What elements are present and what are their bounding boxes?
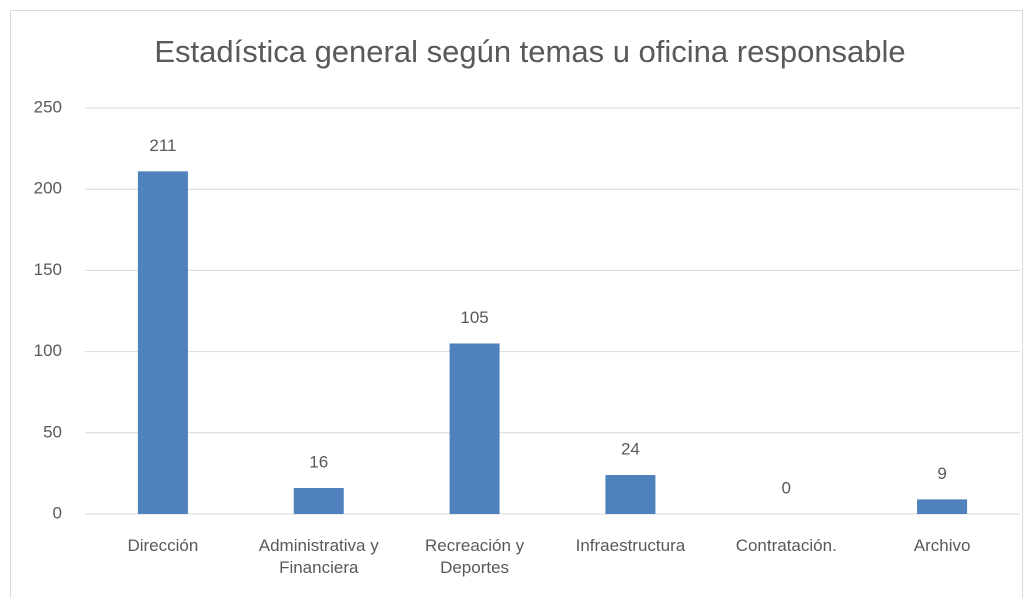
x-tick-label: Administrativa y Financiera [258,536,379,577]
y-tick-label: 250 [34,97,62,116]
y-tick-label: 200 [34,179,62,198]
bar [137,171,188,514]
chart-title: Estadística general según temas u oficin… [154,34,905,69]
x-tick-label: Archivo [913,536,971,555]
data-label: 0 [782,478,791,497]
x-tick-label: Infraestructura [575,536,686,555]
bar [449,343,500,514]
y-tick-label: 50 [43,422,62,441]
y-tick-label: 0 [53,503,62,522]
y-tick-label: 150 [34,260,62,279]
data-label: 16 [309,453,328,472]
bar [293,488,344,514]
data-label: 105 [460,308,488,327]
x-tick-label: Recreación y Deportes [424,536,525,577]
data-label: 211 [149,136,176,155]
data-label: 24 [621,440,640,459]
bar [605,475,656,514]
x-tick-label: Dirección [127,536,199,555]
x-tick-label: Contratación. [735,536,837,555]
bar [917,499,968,514]
data-label: 9 [937,464,946,483]
y-tick-label: 100 [34,341,62,360]
